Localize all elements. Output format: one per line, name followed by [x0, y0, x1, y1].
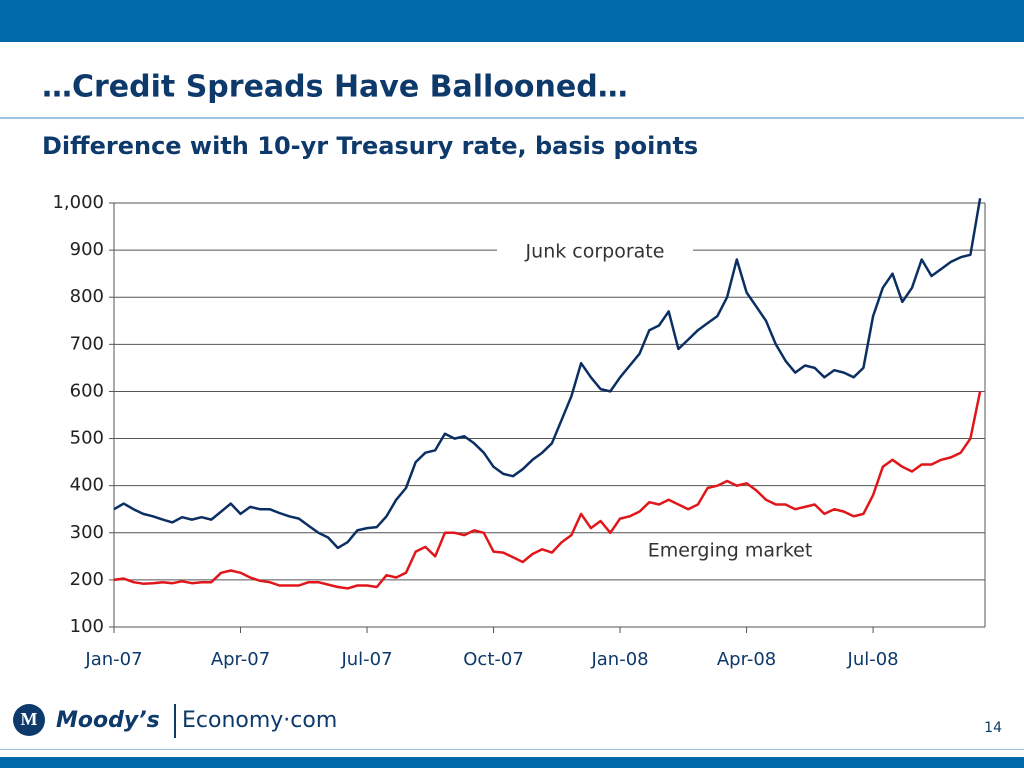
y-tick-label: 900 [70, 239, 104, 260]
x-tick-label: Jul-08 [847, 649, 899, 670]
series-line [113, 198, 982, 550]
x-tick-label: Jan-07 [84, 649, 142, 670]
logo-icon [13, 704, 45, 736]
y-tick-label: 600 [70, 380, 104, 401]
x-tick-label: Jan-08 [590, 649, 648, 670]
chart-subtitle: Difference with 10-yr Treasury rate, bas… [42, 132, 698, 160]
y-tick-label: 700 [70, 333, 104, 354]
x-tick-label: Apr-08 [717, 649, 776, 670]
y-tick-label: 500 [70, 428, 104, 449]
logo-text: Moody’s [56, 708, 160, 733]
title-rule [0, 117, 1024, 119]
logo-divider [174, 704, 176, 738]
x-tick-label: Jul-07 [340, 649, 392, 670]
page-number: 14 [984, 720, 1002, 736]
y-tick-label: 300 [70, 522, 104, 543]
logo-letter: M [21, 709, 38, 729]
label-bg [620, 537, 840, 565]
y-tick-label: 400 [70, 475, 104, 496]
y-tick-label: 1,000 [52, 192, 104, 213]
y-tick-label: 200 [70, 569, 104, 590]
bottom-bar [0, 757, 1024, 768]
slide-title: …Credit Spreads Have Ballooned… [42, 70, 628, 105]
x-tick-label: Apr-07 [211, 649, 270, 670]
label-bg [497, 238, 693, 266]
plot: 100 200 300 400 500 600 700 800 900 1,000 Jan-07 Ap… [52, 192, 986, 670]
y-tick-label: 100 [70, 616, 104, 637]
series-line [113, 391, 982, 590]
top-bar [0, 0, 1024, 42]
series-label: Junk corporate [525, 241, 665, 263]
series-label: Emerging market [648, 540, 813, 562]
footer-rule [0, 749, 1024, 750]
y-tick-label: 800 [70, 286, 104, 307]
brand-text: Economy·com [182, 708, 337, 733]
x-tick-label: Oct-07 [463, 649, 524, 670]
